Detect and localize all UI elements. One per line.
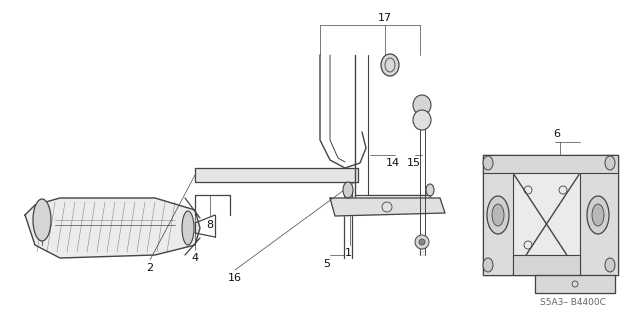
Text: 17: 17 <box>378 13 392 23</box>
Polygon shape <box>25 198 200 258</box>
Text: 2: 2 <box>147 263 154 273</box>
Text: 14: 14 <box>386 158 400 168</box>
Polygon shape <box>483 155 513 275</box>
Text: 6: 6 <box>554 129 561 139</box>
Ellipse shape <box>492 204 504 226</box>
Ellipse shape <box>483 156 493 170</box>
Polygon shape <box>513 255 580 275</box>
Circle shape <box>419 239 425 245</box>
Text: 8: 8 <box>207 220 214 230</box>
Ellipse shape <box>426 184 434 196</box>
Ellipse shape <box>605 258 615 272</box>
Polygon shape <box>483 155 618 275</box>
Text: 16: 16 <box>228 273 242 283</box>
Ellipse shape <box>487 196 509 234</box>
Polygon shape <box>580 155 618 275</box>
Text: 15: 15 <box>407 158 421 168</box>
Text: 1: 1 <box>344 248 351 258</box>
Ellipse shape <box>483 258 493 272</box>
Polygon shape <box>330 198 445 216</box>
Ellipse shape <box>413 95 431 115</box>
Ellipse shape <box>343 182 353 198</box>
Ellipse shape <box>605 156 615 170</box>
Ellipse shape <box>182 211 194 245</box>
Polygon shape <box>195 168 358 182</box>
Text: 4: 4 <box>191 253 198 263</box>
Ellipse shape <box>33 199 51 241</box>
Ellipse shape <box>587 196 609 234</box>
Ellipse shape <box>592 204 604 226</box>
Polygon shape <box>483 155 618 173</box>
Polygon shape <box>535 275 615 293</box>
Text: 5: 5 <box>323 259 330 269</box>
Text: S5A3– B4400C: S5A3– B4400C <box>540 298 606 307</box>
Ellipse shape <box>413 110 431 130</box>
Ellipse shape <box>381 54 399 76</box>
Circle shape <box>415 235 429 249</box>
